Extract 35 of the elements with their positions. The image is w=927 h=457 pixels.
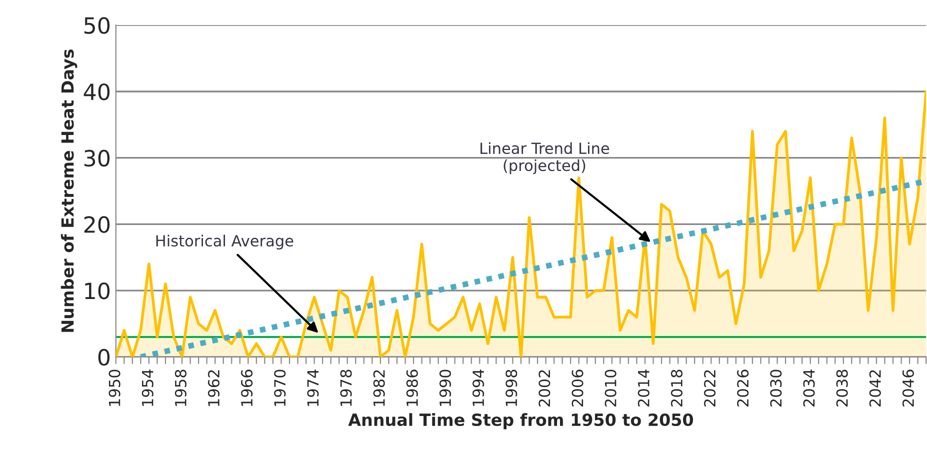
y-tick-label: 0 [98, 348, 110, 366]
x-tick-label: 2022 [704, 370, 716, 406]
x-tick-label: 1974 [307, 370, 319, 406]
x-tick-label: 1954 [142, 370, 154, 406]
x-tick-label: 1986 [406, 370, 418, 406]
x-tick-label: 1966 [241, 370, 253, 406]
annotation: Historical Average [156, 234, 294, 250]
x-tick-label: 2018 [670, 370, 682, 406]
x-tick-label: 1998 [506, 370, 518, 406]
x-tick-label: 1950 [108, 370, 120, 406]
x-tick-label: 2010 [604, 370, 616, 406]
x-tick-label: 2046 [902, 370, 914, 406]
x-tick-label: 2026 [737, 370, 749, 406]
x-tick-label: 2042 [869, 370, 881, 406]
y-tick-label: 40 [84, 83, 110, 100]
y-tick-label: 50 [84, 17, 110, 34]
x-axis-title: Annual Time Step from 1950 to 2050 [348, 413, 694, 430]
x-tick-label: 2030 [770, 370, 782, 406]
x-tick-label: 1958 [174, 370, 186, 406]
x-tick-label: 1982 [373, 370, 385, 406]
y-axis-title: Number of Extreme Heat Days [60, 49, 78, 332]
x-tick-label: 2006 [572, 370, 584, 406]
x-tick-label: 2014 [638, 370, 650, 406]
annotation: Linear Trend Line (projected) [480, 142, 610, 174]
x-tick-label: 1970 [274, 370, 286, 406]
x-tick-label: 2034 [803, 370, 815, 406]
x-tick-label: 2002 [538, 370, 550, 406]
y-tick-label: 20 [84, 216, 110, 233]
x-tick-label: 1962 [208, 370, 220, 406]
y-tick-label: 10 [85, 282, 110, 300]
y-tick-label: 30 [84, 150, 110, 167]
x-tick-label: 1994 [472, 370, 484, 406]
x-tick-label: 2038 [836, 370, 848, 406]
x-tick-label: 1978 [340, 370, 352, 406]
x-tick-label: 1990 [439, 370, 451, 406]
